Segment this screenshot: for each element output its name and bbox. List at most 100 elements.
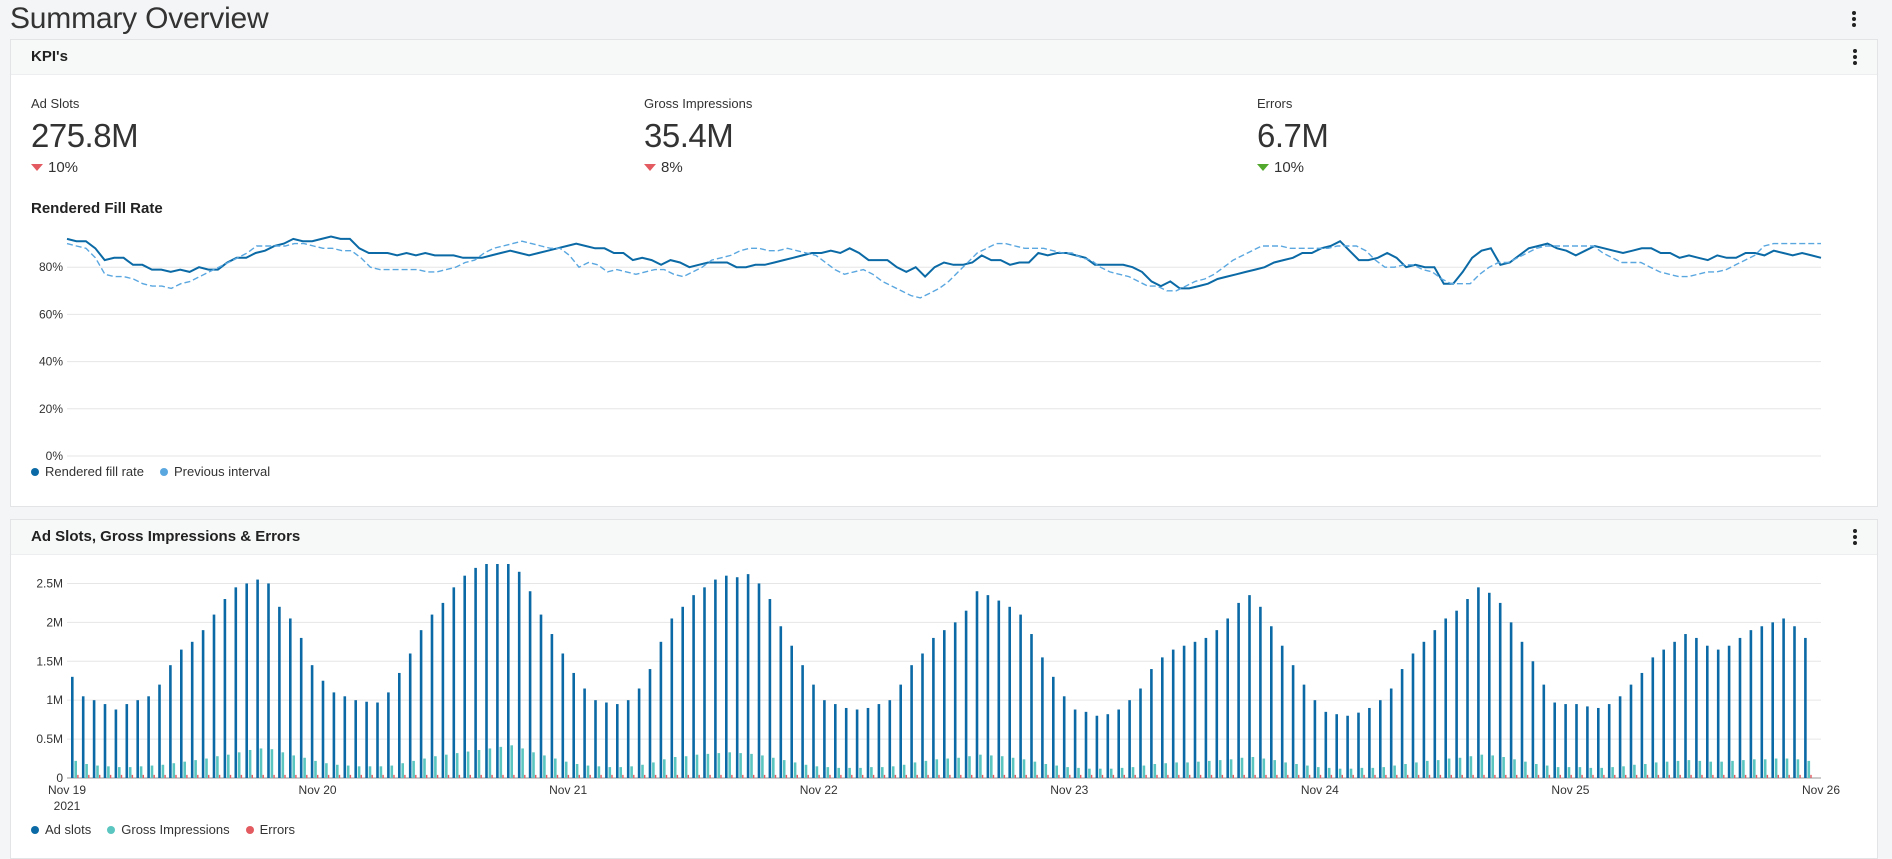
bar-gross-impressions	[1382, 767, 1385, 778]
bar-gross-impressions	[1545, 765, 1549, 778]
bar-gross-impressions	[1426, 760, 1429, 778]
bar-errors	[1069, 774, 1071, 778]
bar-ad-slots	[1706, 645, 1709, 778]
bar-errors	[1526, 774, 1529, 778]
bar-ad-slots	[1237, 602, 1240, 778]
bar-gross-impressions	[1131, 767, 1135, 778]
page-menu-icon[interactable]	[1845, 8, 1861, 30]
bar-ad-slots	[616, 704, 619, 778]
bar-gross-impressions	[1807, 760, 1811, 778]
volume-panel-title: Ad Slots, Gross Impressions & Errors	[31, 528, 301, 545]
bar-gross-impressions	[445, 754, 448, 778]
bar-errors	[338, 774, 341, 778]
bar-gross-impressions	[1033, 761, 1037, 778]
bar-ad-slots	[507, 564, 510, 778]
bar-gross-impressions	[1099, 768, 1102, 778]
bar-ad-slots	[670, 618, 674, 778]
bar-ad-slots	[953, 622, 957, 778]
bar-ad-slots	[1084, 711, 1088, 778]
bar-errors	[992, 774, 995, 778]
bar-errors	[295, 774, 297, 778]
bar-ad-slots	[1182, 645, 1186, 778]
bar-gross-impressions	[1491, 755, 1494, 778]
bar-ad-slots	[1389, 688, 1393, 778]
bar-ad-slots	[1150, 669, 1153, 778]
bar-ad-slots	[823, 700, 826, 778]
bar-ad-slots	[626, 700, 630, 778]
bar-errors	[1319, 774, 1322, 778]
bar-gross-impressions	[728, 752, 731, 778]
bar-ad-slots	[136, 700, 139, 778]
bar-ad-slots	[1771, 622, 1774, 778]
bar-ad-slots	[158, 684, 161, 778]
bar-ad-slots	[1542, 684, 1546, 778]
bar-errors	[1221, 774, 1224, 778]
bar-ad-slots	[321, 680, 325, 778]
bar-ad-slots	[714, 579, 717, 778]
bar-gross-impressions	[1600, 767, 1603, 778]
bar-errors	[1298, 774, 1300, 778]
bar-gross-impressions	[1404, 763, 1407, 778]
bar-gross-impressions	[1774, 758, 1778, 778]
bar-gross-impressions	[902, 764, 906, 778]
y-tick-label: 0%	[46, 449, 64, 460]
bar-ad-slots	[1727, 645, 1731, 778]
kpi-delta: 10%	[1257, 159, 1328, 176]
legend-item-previous-interval[interactable]: Previous interval	[160, 464, 270, 479]
bar-ad-slots	[245, 583, 248, 778]
bar-gross-impressions	[434, 756, 437, 778]
bar-ad-slots	[310, 665, 314, 778]
x-tick-label: Nov 22	[800, 783, 838, 797]
bar-errors	[1581, 774, 1583, 778]
bar-gross-impressions	[336, 764, 339, 778]
bar-errors	[1646, 774, 1649, 778]
kpi-label: Errors	[1257, 96, 1293, 111]
bar-errors	[1657, 774, 1660, 778]
bar-gross-impressions	[1229, 759, 1233, 778]
legend-item-rendered-fill-rate[interactable]: Rendered fill rate	[31, 464, 144, 479]
bar-errors	[600, 774, 602, 778]
bar-ad-slots	[365, 701, 368, 778]
bar-errors	[382, 774, 384, 778]
bar-gross-impressions	[837, 767, 840, 778]
bar-errors	[851, 774, 853, 778]
legend-dot-icon	[31, 467, 39, 476]
bar-errors	[1788, 774, 1790, 778]
bar-ad-slots	[801, 665, 804, 778]
kpi-errors[interactable]: Errors 6.7M 10%	[1257, 96, 1329, 176]
bar-errors	[469, 774, 471, 778]
kpi-ad-slots[interactable]: Ad Slots 275.8M 10%	[31, 96, 139, 176]
bar-gross-impressions	[510, 745, 513, 778]
volume-chart[interactable]: 0 0.5M 1M 1.5M 2M 2.5M Nov 19 Nov 20 Nov 21 Nov 2…	[11, 564, 1877, 812]
bar-errors	[1363, 774, 1365, 778]
bar-errors	[1090, 774, 1093, 778]
bar-ad-slots	[1400, 669, 1404, 778]
volume-panel-menu-icon[interactable]	[1846, 526, 1862, 548]
legend-item-gross-impressions[interactable]: Gross Impressions	[107, 822, 230, 837]
x-tick-label: Nov 26	[1802, 783, 1840, 797]
legend-dot-icon	[107, 825, 116, 834]
bar-ad-slots	[1095, 715, 1099, 778]
bar-errors	[1308, 774, 1311, 778]
bar-errors	[883, 774, 886, 778]
legend-item-ad-slots[interactable]: Ad slots	[31, 822, 91, 837]
bar-gross-impressions	[1676, 760, 1680, 778]
x-tick-label: Nov 19	[48, 783, 86, 797]
x-tick-label: Nov 25	[1551, 783, 1589, 797]
bar-gross-impressions	[412, 760, 415, 778]
legend-item-errors[interactable]: Errors	[245, 822, 295, 837]
bar-errors	[1210, 774, 1213, 778]
bar-ad-slots	[278, 606, 281, 778]
bar-gross-impressions	[1556, 767, 1560, 778]
y-tick-label: 0.5M	[36, 732, 63, 746]
bar-ad-slots	[1509, 622, 1513, 778]
kpi-panel-menu-icon[interactable]	[1846, 46, 1862, 68]
kpi-gross-impressions[interactable]: Gross Impressions 35.4M 8%	[644, 96, 752, 176]
bar-ad-slots	[812, 684, 815, 778]
bar-errors	[1167, 774, 1169, 778]
bar-errors	[785, 774, 788, 778]
bar-gross-impressions	[684, 756, 688, 778]
bar-gross-impressions	[575, 763, 579, 778]
bar-errors	[1199, 774, 1202, 778]
